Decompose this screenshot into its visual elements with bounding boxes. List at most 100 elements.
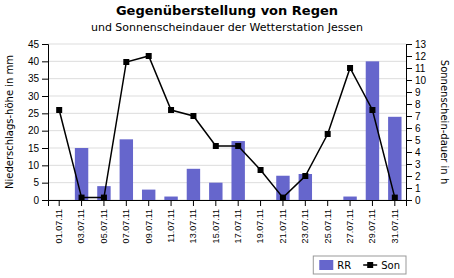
tick-label: 10 [28,160,40,171]
x-tick: 17.07.11 [233,200,243,243]
legend-items: RR Son [319,260,400,271]
y-tick: 15 [28,143,48,154]
tick-mark [406,68,412,69]
y2-axis-title: Sonnenschein-dauer in h [439,60,450,184]
marker [302,173,308,179]
marker [168,107,174,113]
bar [299,174,312,200]
tick-mark [406,128,412,129]
tick-label: 01.07.11 [54,209,64,243]
line [59,56,395,198]
y-axis-title: Niederschlags-höhe in mm [4,55,15,189]
tick-label: 35 [28,73,40,84]
x-tick: 19.07.11 [255,200,265,243]
tick-mark [42,96,48,97]
tick-mark [81,200,82,206]
legend-item: RR [319,260,351,271]
tick-mark [406,164,412,165]
bar [120,139,133,200]
tick-label: 15 [28,143,40,154]
grid-line [48,61,406,62]
y2-tick: 0 [406,195,421,206]
tick-label: 15.07.11 [211,209,221,243]
tick-mark [406,140,412,141]
tick-label: 10 [415,75,427,86]
tick-mark [103,200,104,206]
legend-item: Son [363,260,400,271]
marker [347,65,353,71]
y-tick: 40 [28,56,48,67]
tick-label: 0 [33,195,39,206]
tick-label: 7 [415,111,421,122]
marker [325,131,331,137]
y-tick: 45 [28,39,48,50]
y2-tick: 5 [406,135,421,146]
x-tick: 11.07.11 [166,200,176,243]
tick-mark [148,200,149,206]
y-tick: 0 [33,195,48,206]
x-tick: 01.07.11 [54,200,64,243]
bar [321,200,334,201]
tick-mark [305,200,306,206]
tick-label: 12 [415,51,427,62]
tick-mark [327,200,328,206]
y-tick: 25 [28,108,48,119]
marker [79,195,85,200]
y-tick: 5 [33,177,48,188]
bar [254,200,267,201]
legend-label: Son [381,260,400,271]
tick-mark [394,200,395,206]
tick-label: 5 [415,135,421,146]
y2-tick: 11 [406,63,426,74]
tick-label: 45 [28,39,40,50]
title: Gegenüberstellung von Regen [116,3,338,18]
line-series [56,53,398,200]
tick-label: 1 [415,183,421,194]
marker [213,143,219,149]
tick-mark [372,200,373,206]
tick-label: 25 [28,108,40,119]
tick-mark [406,188,412,189]
tick-mark [193,200,194,206]
tick-mark [406,104,412,105]
marker [258,167,264,173]
tick-label: 23.07.11 [300,209,310,243]
x-tick: 23.07.11 [300,200,310,243]
x-tick: 15.07.11 [211,200,221,243]
y2-tick: 12 [406,51,427,62]
y2-axis: 012345678910111213 [406,39,427,206]
tick-label: 29.07.11 [367,209,377,243]
marker [280,195,286,200]
grid-line [48,78,406,79]
y2-tick: 9 [406,87,421,98]
plot: 05101520253035404501234567891011121301.0… [28,39,427,244]
y2-tick: 10 [406,75,427,86]
x-axis: 01.07.1103.07.1105.07.1107.07.1109.07.11… [49,200,407,243]
bar [164,197,177,200]
tick-mark [42,131,48,132]
bar [52,200,65,201]
axis-line [407,45,413,201]
tick-label: 11 [415,63,426,74]
subtitle: und Sonnenscheindauer der Wetterstation … [91,21,363,34]
tick-label: 09.07.11 [144,209,154,243]
y2-tick: 1 [406,183,421,194]
grid-line [48,44,406,45]
y-tick: 10 [28,160,48,171]
x-tick: 05.07.11 [99,200,109,243]
y-axis: 051015202530354045 [28,39,49,206]
tick-mark [406,44,412,45]
y-tick: 20 [28,125,48,136]
x-tick: 31.07.11 [390,200,400,243]
tick-mark [238,200,239,206]
y2-tick: 3 [406,159,421,170]
y2-tick: 13 [406,39,427,50]
bar [388,117,401,200]
bar [75,148,88,200]
tick-mark [171,200,172,206]
bar [187,169,200,200]
grid-line [48,96,406,97]
tick-mark [42,61,48,62]
tick-label: 21.07.11 [278,209,288,243]
tick-label: 9 [415,87,421,98]
